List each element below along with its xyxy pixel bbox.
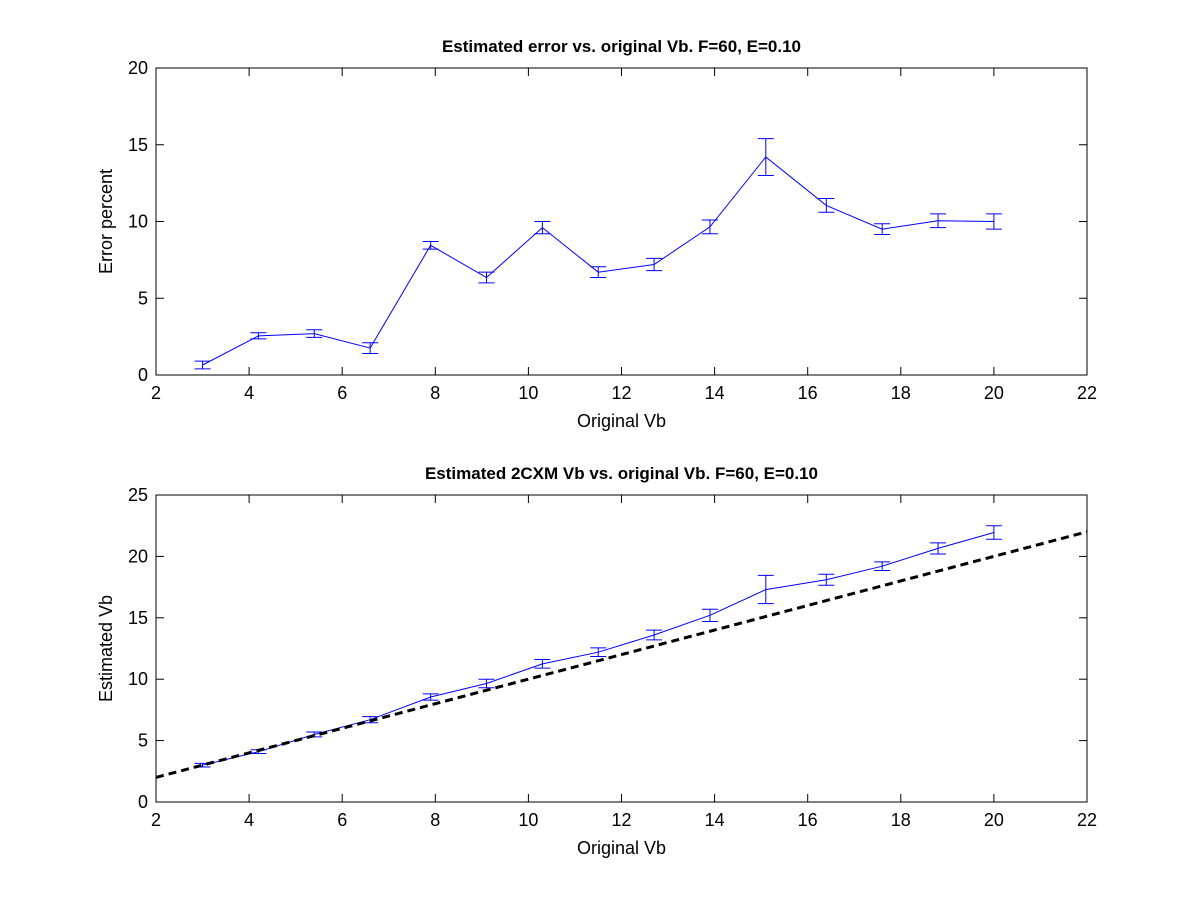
- error-bar: [818, 197, 835, 213]
- x-tick-label: 2: [151, 810, 161, 830]
- x-tick-label: 16: [798, 383, 818, 403]
- error-bar: [422, 693, 439, 701]
- x-tick-label: 18: [891, 810, 911, 830]
- error-bar: [478, 678, 495, 689]
- identity-reference-line: [155, 530, 1088, 779]
- x-tick-label: 16: [798, 810, 818, 830]
- x-axis-label: Original Vb: [577, 411, 666, 431]
- error-bar: [757, 138, 774, 176]
- x-tick-label: 12: [611, 810, 631, 830]
- y-tick-label: 5: [138, 731, 148, 751]
- y-tick-label: 10: [128, 212, 148, 232]
- x-tick-label: 20: [984, 383, 1004, 403]
- error-bar: [930, 542, 947, 555]
- error-bar: [590, 647, 607, 657]
- x-tick-label: 8: [430, 810, 440, 830]
- y-tick-label: 10: [128, 669, 148, 689]
- error-bar: [874, 561, 891, 572]
- error-bar: [534, 659, 551, 669]
- x-tick-label: 22: [1077, 383, 1097, 403]
- x-tick-label: 4: [244, 383, 254, 403]
- x-tick-label: 2: [151, 383, 161, 403]
- x-tick-label: 10: [518, 383, 538, 403]
- y-tick-label: 0: [138, 365, 148, 385]
- y-tick-label: 25: [128, 485, 148, 505]
- error-bar: [985, 525, 1002, 540]
- y-tick-label: 15: [128, 135, 148, 155]
- error-bar: [362, 342, 379, 355]
- x-tick-label: 6: [337, 383, 347, 403]
- error-bar: [478, 271, 495, 284]
- error-bar: [818, 573, 835, 586]
- estimated-vb-plot: Estimated 2CXM Vb vs. original Vb. F=60,…: [96, 464, 1097, 858]
- y-axis-label: Error percent: [96, 169, 116, 274]
- error-bar: [874, 223, 891, 236]
- error-bar: [306, 329, 323, 338]
- x-tick-label: 14: [705, 810, 725, 830]
- error-bar: [701, 219, 718, 235]
- error-percent-plot: Estimated error vs. original Vb. F=60, E…: [96, 37, 1097, 431]
- x-tick-label: 22: [1077, 810, 1097, 830]
- x-axis-label: Original Vb: [577, 838, 666, 858]
- x-tick-label: 14: [705, 383, 725, 403]
- y-tick-label: 5: [138, 288, 148, 308]
- y-tick-label: 20: [128, 58, 148, 78]
- chart-title: Estimated 2CXM Vb vs. original Vb. F=60,…: [425, 464, 818, 483]
- error-bar: [757, 574, 774, 605]
- y-tick-label: 0: [138, 792, 148, 812]
- error-bar: [930, 213, 947, 229]
- chart-title: Estimated error vs. original Vb. F=60, E…: [442, 37, 801, 56]
- error-bar: [534, 221, 551, 235]
- y-axis-label: Estimated Vb: [96, 595, 116, 702]
- error-bar: [422, 240, 439, 250]
- x-tick-label: 18: [891, 383, 911, 403]
- error-bar: [985, 213, 1002, 230]
- x-tick-label: 20: [984, 810, 1004, 830]
- error-bar: [250, 332, 267, 340]
- x-tick-label: 4: [244, 810, 254, 830]
- y-tick-label: 20: [128, 546, 148, 566]
- x-tick-label: 10: [518, 810, 538, 830]
- x-tick-label: 8: [430, 383, 440, 403]
- error-bar: [194, 360, 211, 370]
- error-bar: [646, 629, 663, 641]
- x-tick-label: 12: [611, 383, 631, 403]
- x-tick-label: 6: [337, 810, 347, 830]
- error-bar: [646, 257, 663, 272]
- error-bar: [590, 266, 607, 279]
- y-tick-label: 15: [128, 608, 148, 628]
- error-bar: [701, 608, 718, 622]
